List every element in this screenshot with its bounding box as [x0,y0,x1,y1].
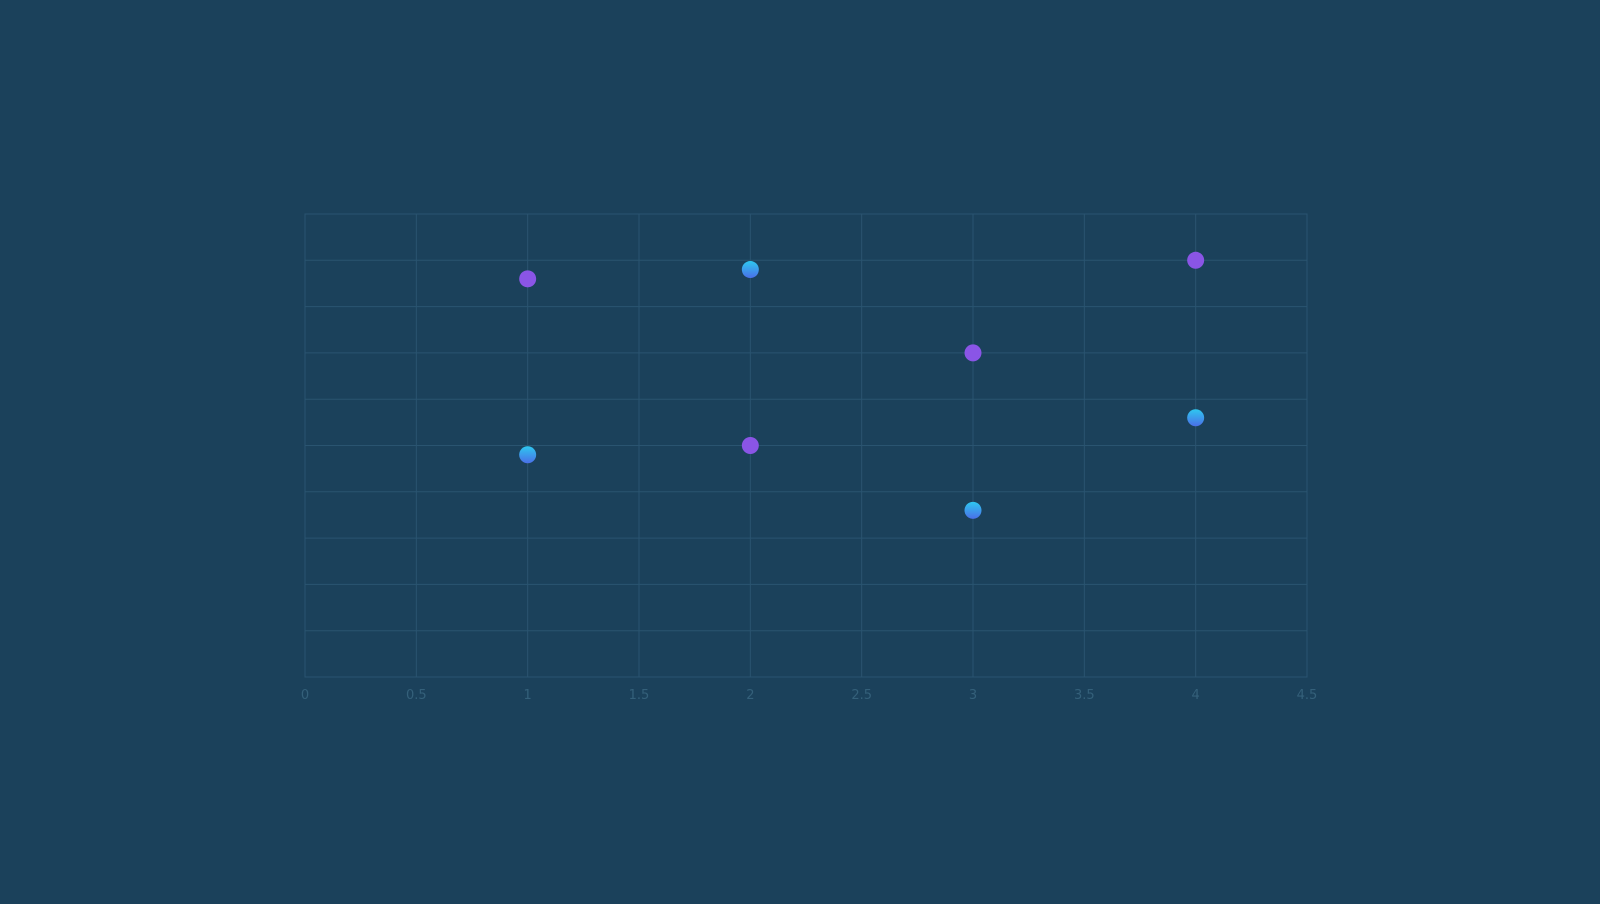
data-point-series-2[interactable] [1187,251,1205,269]
data-point-series-1[interactable] [1187,409,1205,427]
grid [304,213,1308,678]
x-tick-label: 4 [1192,688,1200,703]
x-tick-label: 0 [301,688,309,703]
x-tick-label: 3 [969,688,977,703]
x-tick-label: 1.5 [629,688,650,703]
x-tick-label: 1 [524,688,532,703]
data-point-series-2[interactable] [519,270,537,288]
data-points [519,251,1205,519]
x-tick-label: 0.5 [406,688,427,703]
data-point-series-2[interactable] [741,437,759,454]
x-tick-label: 4.5 [1297,688,1318,703]
data-point-series-1[interactable] [519,446,537,464]
data-point-series-1[interactable] [964,501,982,519]
data-point-series-1[interactable] [741,261,759,279]
plot-frame [304,213,1308,678]
x-tick-label: 3.5 [1074,688,1095,703]
x-axis-ticks: 0 0.5 1 1.5 2 2.5 3 3.5 4 4.5 [301,688,1317,703]
x-tick-label: 2.5 [851,688,872,703]
x-tick-label: 2 [746,688,754,703]
data-point-series-2[interactable] [964,344,982,362]
